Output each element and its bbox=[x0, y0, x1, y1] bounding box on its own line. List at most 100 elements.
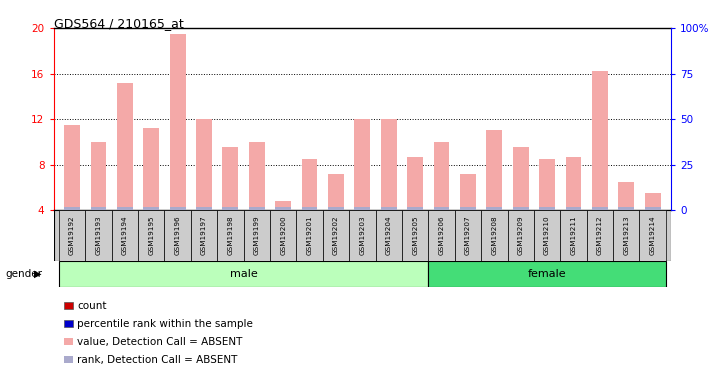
Bar bbox=[433, 207, 449, 210]
Bar bbox=[460, 174, 476, 210]
Bar bbox=[407, 157, 423, 210]
Bar bbox=[59, 261, 428, 287]
Text: GSM19213: GSM19213 bbox=[623, 216, 629, 255]
Bar bbox=[565, 207, 581, 210]
Bar bbox=[276, 207, 291, 210]
Bar bbox=[301, 159, 318, 210]
Text: GSM19209: GSM19209 bbox=[518, 216, 523, 255]
Bar bbox=[645, 207, 660, 210]
Bar bbox=[513, 207, 528, 210]
Bar bbox=[270, 210, 296, 261]
Bar bbox=[613, 210, 640, 261]
Text: GSM19197: GSM19197 bbox=[201, 216, 207, 255]
Bar bbox=[592, 71, 608, 210]
Bar bbox=[508, 210, 534, 261]
Bar bbox=[565, 157, 581, 210]
Text: percentile rank within the sample: percentile rank within the sample bbox=[77, 319, 253, 328]
Text: GSM19201: GSM19201 bbox=[306, 216, 313, 255]
Text: GSM19193: GSM19193 bbox=[96, 216, 101, 255]
Bar bbox=[354, 119, 371, 210]
Bar bbox=[117, 207, 133, 210]
Bar bbox=[428, 210, 455, 261]
Text: ▶: ▶ bbox=[34, 269, 41, 279]
Text: GSM19214: GSM19214 bbox=[650, 216, 655, 255]
Text: GDS564 / 210165_at: GDS564 / 210165_at bbox=[54, 17, 183, 30]
Text: male: male bbox=[230, 269, 258, 279]
Bar bbox=[138, 210, 164, 261]
Bar bbox=[460, 207, 476, 210]
Bar bbox=[539, 159, 555, 210]
Bar bbox=[592, 207, 608, 210]
Bar bbox=[144, 128, 159, 210]
Bar bbox=[381, 119, 397, 210]
Bar bbox=[486, 130, 502, 210]
Bar bbox=[301, 207, 318, 210]
Text: female: female bbox=[528, 269, 566, 279]
Text: GSM19208: GSM19208 bbox=[491, 216, 498, 255]
Text: count: count bbox=[77, 301, 106, 310]
Text: GSM19199: GSM19199 bbox=[253, 216, 260, 255]
Text: GSM19192: GSM19192 bbox=[69, 216, 75, 255]
Text: GSM19200: GSM19200 bbox=[280, 216, 286, 255]
Bar bbox=[328, 174, 344, 210]
Bar bbox=[170, 207, 186, 210]
Bar bbox=[164, 210, 191, 261]
Bar bbox=[243, 210, 270, 261]
Text: gender: gender bbox=[6, 269, 43, 279]
Bar bbox=[534, 210, 560, 261]
Bar bbox=[144, 207, 159, 210]
Bar bbox=[85, 210, 111, 261]
Text: GSM19204: GSM19204 bbox=[386, 216, 392, 255]
Bar bbox=[560, 210, 587, 261]
Text: GSM19210: GSM19210 bbox=[544, 216, 550, 255]
Bar bbox=[587, 210, 613, 261]
Bar bbox=[376, 210, 402, 261]
Bar bbox=[645, 193, 660, 210]
Text: GSM19205: GSM19205 bbox=[412, 216, 418, 255]
Bar bbox=[249, 207, 265, 210]
Text: GSM19206: GSM19206 bbox=[438, 216, 445, 255]
Text: GSM19198: GSM19198 bbox=[227, 216, 233, 255]
Bar bbox=[191, 210, 217, 261]
Bar bbox=[328, 207, 344, 210]
Bar bbox=[455, 210, 481, 261]
Bar bbox=[91, 142, 106, 210]
Bar bbox=[249, 142, 265, 210]
Bar bbox=[381, 207, 397, 210]
Text: GSM19195: GSM19195 bbox=[149, 216, 154, 255]
Bar bbox=[91, 207, 106, 210]
Text: GSM19196: GSM19196 bbox=[175, 216, 181, 255]
Bar bbox=[402, 210, 428, 261]
Bar bbox=[223, 207, 238, 210]
Bar bbox=[276, 201, 291, 210]
Bar bbox=[618, 182, 634, 210]
Bar bbox=[640, 210, 666, 261]
Bar bbox=[513, 147, 528, 210]
Bar bbox=[64, 207, 80, 210]
Text: GSM19211: GSM19211 bbox=[570, 216, 576, 255]
Bar bbox=[323, 210, 349, 261]
Bar bbox=[349, 210, 376, 261]
Bar bbox=[407, 207, 423, 210]
Bar bbox=[170, 34, 186, 210]
Bar bbox=[223, 147, 238, 210]
Bar bbox=[117, 83, 133, 210]
Bar bbox=[296, 210, 323, 261]
Text: GSM19202: GSM19202 bbox=[333, 216, 339, 255]
Text: GSM19194: GSM19194 bbox=[122, 216, 128, 255]
Bar bbox=[59, 210, 85, 261]
Bar bbox=[486, 207, 502, 210]
Bar bbox=[539, 207, 555, 210]
Text: value, Detection Call = ABSENT: value, Detection Call = ABSENT bbox=[77, 337, 243, 346]
Bar bbox=[111, 210, 138, 261]
Text: GSM19203: GSM19203 bbox=[359, 216, 366, 255]
Bar bbox=[428, 261, 666, 287]
Bar bbox=[64, 125, 80, 210]
Text: GSM19207: GSM19207 bbox=[465, 216, 471, 255]
Bar bbox=[618, 207, 634, 210]
Bar bbox=[217, 210, 243, 261]
Bar bbox=[196, 207, 212, 210]
Text: rank, Detection Call = ABSENT: rank, Detection Call = ABSENT bbox=[77, 355, 238, 364]
Bar bbox=[481, 210, 508, 261]
Text: GSM19212: GSM19212 bbox=[597, 216, 603, 255]
